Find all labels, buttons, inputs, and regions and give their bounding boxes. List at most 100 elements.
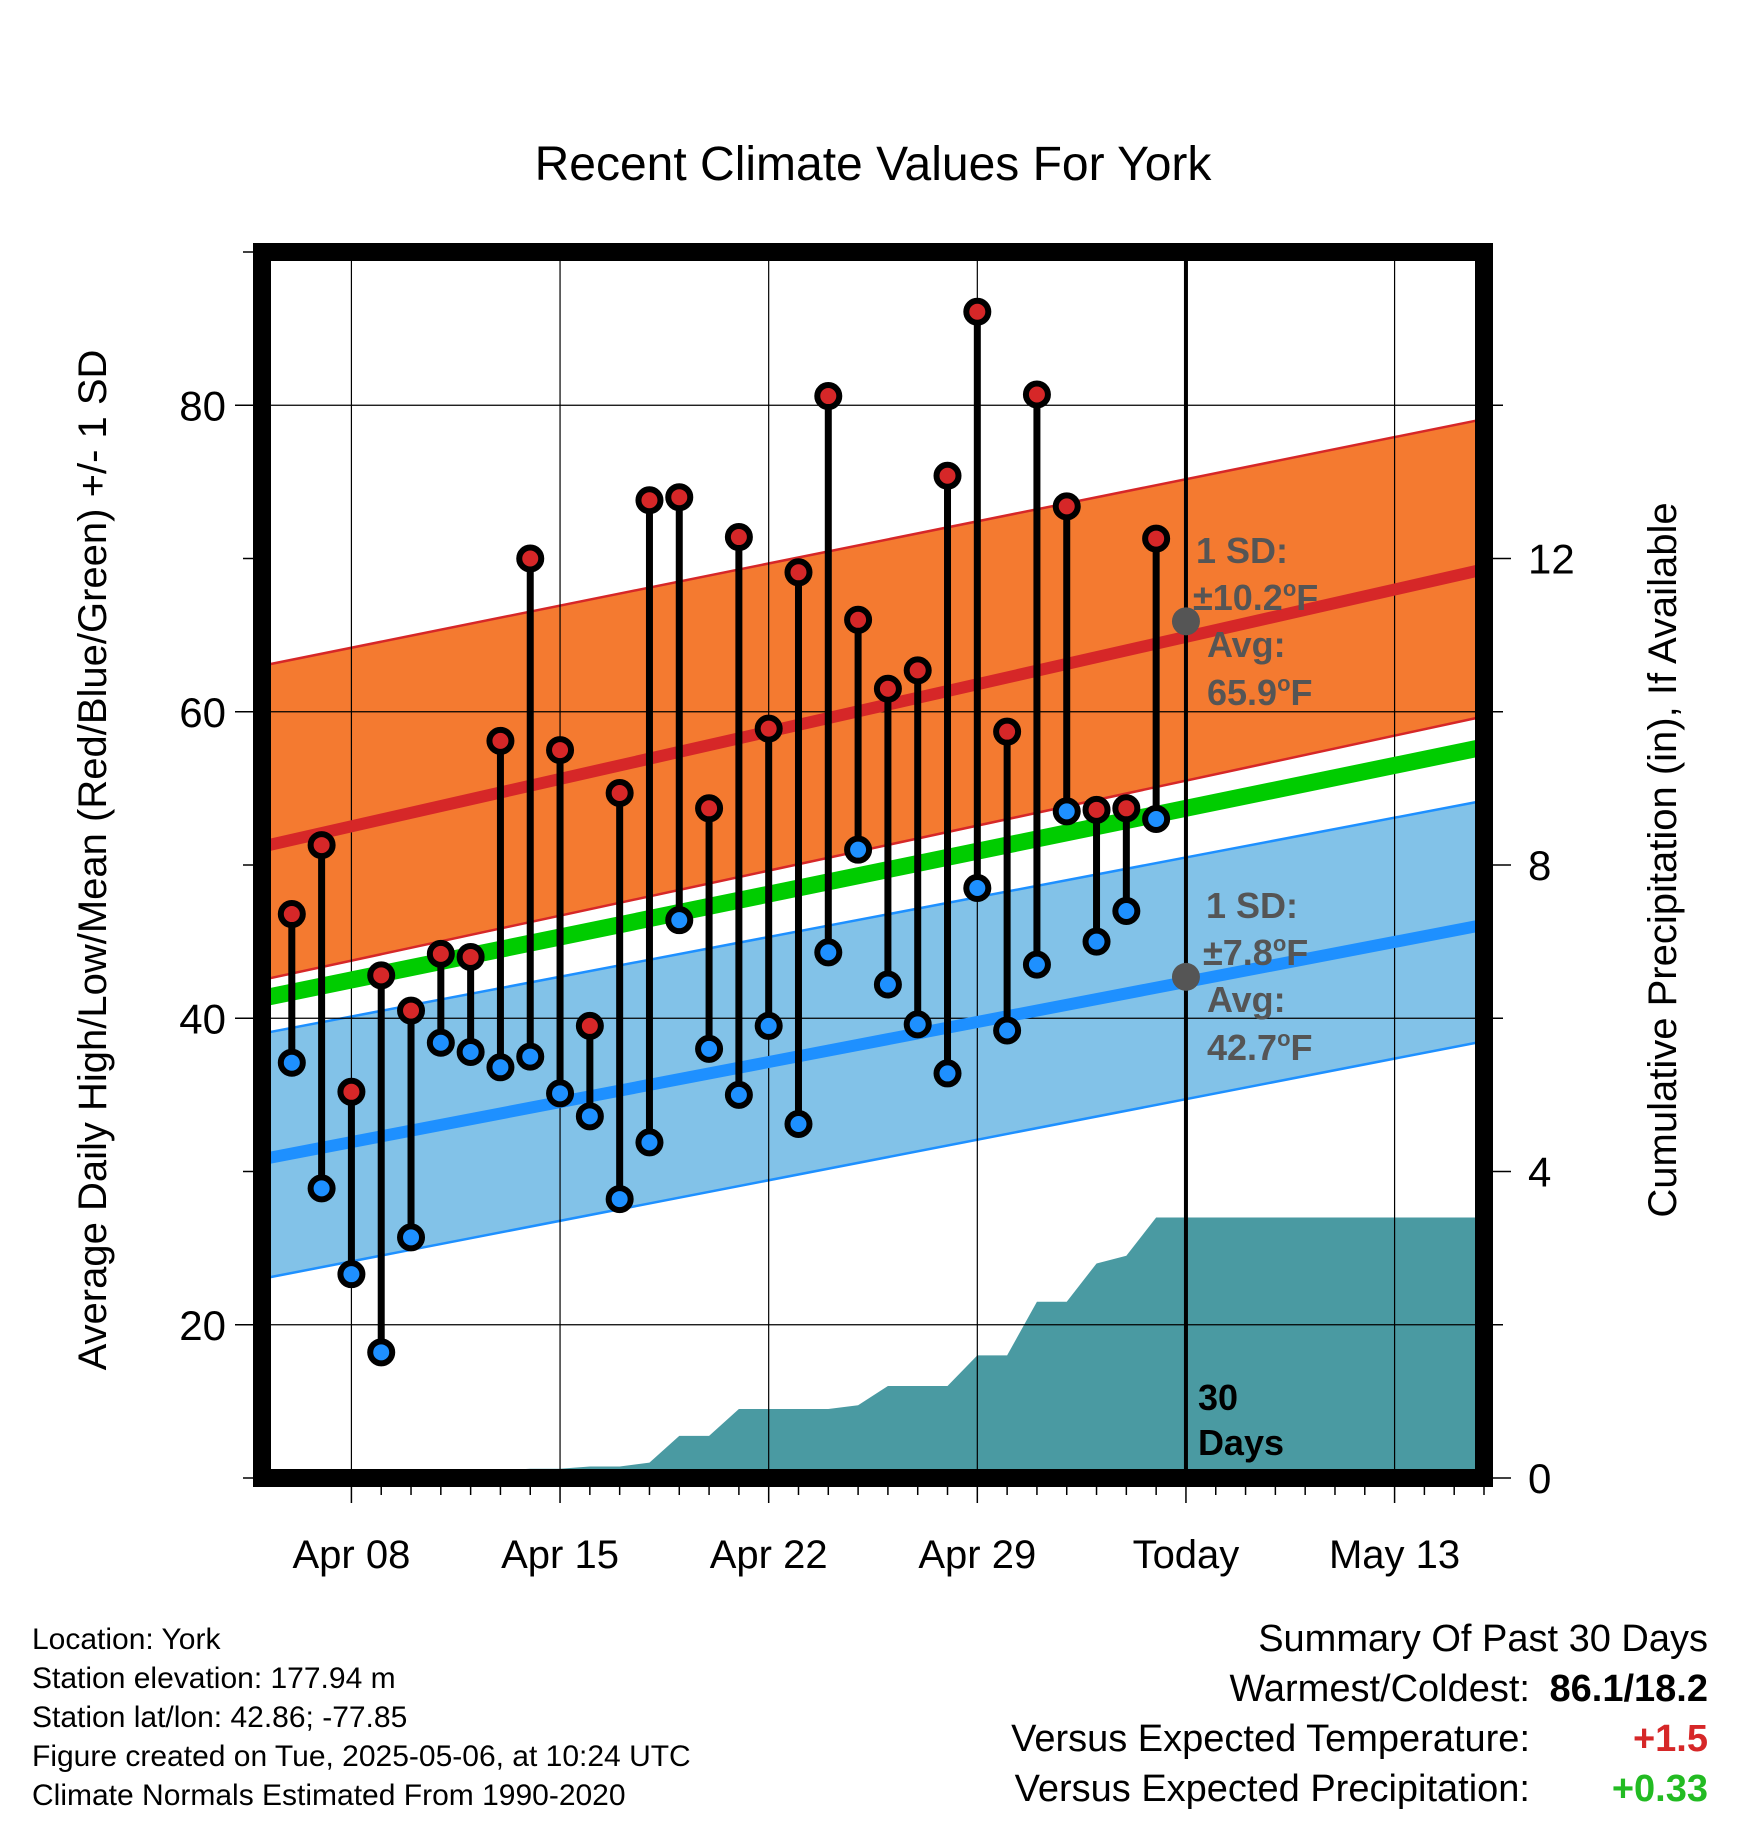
low-point bbox=[486, 1053, 515, 1082]
high-sd-label: 1 SD: bbox=[1196, 530, 1288, 571]
low-sd-band-upper-edge bbox=[261, 799, 1485, 1035]
high-sd-band bbox=[262, 419, 1484, 980]
precip-value: +0.33 bbox=[1611, 1768, 1708, 1810]
low-point bbox=[337, 1260, 366, 1289]
normals-text: Climate Normals Estimated From 1990-2020 bbox=[32, 1779, 626, 1812]
high-point bbox=[933, 461, 962, 490]
days-label-number: 30 bbox=[1198, 1377, 1238, 1418]
y2-tick-label: 12 bbox=[1528, 536, 1575, 583]
low-point bbox=[933, 1059, 962, 1088]
high-sd-band-lower-edge bbox=[261, 715, 1485, 982]
low-avg-label: Avg: bbox=[1207, 979, 1286, 1020]
y-tick-label: 80 bbox=[179, 382, 226, 429]
low-point bbox=[695, 1034, 724, 1063]
low-point bbox=[1142, 805, 1171, 834]
high-point bbox=[665, 483, 694, 512]
high-point bbox=[516, 544, 545, 573]
y-tick-label: 20 bbox=[179, 1302, 226, 1349]
low-point bbox=[546, 1079, 575, 1108]
low-point bbox=[1082, 927, 1111, 956]
high-point bbox=[784, 558, 813, 587]
y-axis-label: Average Daily High/Low/Mean (Red/Blue/Gr… bbox=[71, 350, 115, 1371]
summary-panel: Summary Of Past 30 Days Warmest/Coldest:… bbox=[1011, 1614, 1708, 1814]
low-point bbox=[963, 873, 992, 902]
high-point bbox=[695, 794, 724, 823]
low-sd-band-lower-edge bbox=[261, 1040, 1485, 1281]
summary-heading: Summary Of Past 30 Days bbox=[1258, 1618, 1708, 1660]
low-point bbox=[456, 1037, 485, 1066]
sd-annotations: 1 SD: ±10.2oF Avg: 65.9oF 1 SD: ±7.8oF Avg: 42.… bbox=[1193, 530, 1318, 1068]
high-point bbox=[635, 486, 664, 515]
plot-border bbox=[253, 243, 1493, 1487]
low-point bbox=[397, 1223, 426, 1252]
high-point bbox=[754, 714, 783, 743]
low-point bbox=[665, 906, 694, 935]
station-info: Location: York Station elevation: 177.94… bbox=[32, 1620, 691, 1815]
high-point bbox=[397, 996, 426, 1025]
high-point bbox=[486, 726, 515, 755]
daily-points bbox=[277, 297, 1171, 1367]
temp-value: +1.5 bbox=[1632, 1718, 1708, 1760]
low-point bbox=[605, 1185, 634, 1214]
latlon-text: Station lat/lon: 42.86; -77.85 bbox=[32, 1701, 408, 1734]
low-point bbox=[993, 1016, 1022, 1045]
low-average-marker bbox=[1171, 962, 1200, 991]
x-tick-label: Today bbox=[1133, 1533, 1240, 1577]
high-point bbox=[605, 778, 634, 807]
x-tick-label: Apr 15 bbox=[501, 1533, 619, 1577]
high-point bbox=[724, 523, 753, 552]
high-point bbox=[546, 736, 575, 765]
axis-ticks: 20 40 60 80 0 4 8 12 Apr 08 Apr 15 Apr 22 Apr 29 Tod… bbox=[179, 251, 1575, 1577]
high-point bbox=[1142, 524, 1171, 553]
axis-labels: Recent Climate Values For YorkDayAverage… bbox=[71, 138, 1685, 1371]
high-avg-value: 65.9oF bbox=[1207, 671, 1313, 713]
y2-axis-label: Cumulative Precipitation (in), If Availa… bbox=[1641, 502, 1685, 1217]
low-point bbox=[575, 1102, 604, 1131]
low-point bbox=[754, 1011, 783, 1040]
high-sd-value: ±10.2oF bbox=[1193, 576, 1318, 618]
high-average-marker bbox=[1171, 607, 1200, 636]
low-point bbox=[367, 1338, 396, 1367]
plot-frame bbox=[253, 243, 1493, 1487]
high-point bbox=[456, 942, 485, 971]
low-normal-line bbox=[260, 918, 1486, 1166]
x-tick-label: Apr 29 bbox=[918, 1533, 1036, 1577]
high-point bbox=[1112, 794, 1141, 823]
low-point bbox=[635, 1128, 664, 1157]
warmest-label: Warmest/Coldest: bbox=[1229, 1668, 1530, 1710]
high-point bbox=[337, 1077, 366, 1106]
elevation-text: Station elevation: 177.94 m bbox=[32, 1662, 396, 1695]
high-point bbox=[307, 831, 336, 860]
low-point bbox=[277, 1048, 306, 1077]
high-point bbox=[1052, 492, 1081, 521]
high-point bbox=[277, 900, 306, 929]
summary-precip-row: Versus Expected Precipitation: +0.33 bbox=[1011, 1764, 1708, 1814]
normal-bands bbox=[261, 417, 1485, 1281]
y2-tick-label: 8 bbox=[1528, 842, 1551, 889]
low-point bbox=[516, 1042, 545, 1071]
daily-range-stems bbox=[288, 311, 1160, 1353]
high-point bbox=[963, 297, 992, 326]
low-sd-value: ±7.8oF bbox=[1203, 931, 1308, 973]
precipitation-fill bbox=[291, 1217, 1484, 1478]
high-point bbox=[367, 961, 396, 990]
y-tick-label: 40 bbox=[179, 995, 226, 1042]
y2-tick-label: 4 bbox=[1528, 1149, 1551, 1196]
low-point bbox=[1112, 896, 1141, 925]
low-point bbox=[1052, 797, 1081, 826]
high-point bbox=[575, 1011, 604, 1040]
high-sd-band-upper-edge bbox=[261, 417, 1485, 668]
low-avg-value: 42.7oF bbox=[1207, 1026, 1313, 1068]
high-point bbox=[426, 939, 455, 968]
high-point bbox=[993, 717, 1022, 746]
low-point bbox=[1022, 950, 1051, 979]
low-point bbox=[724, 1080, 753, 1109]
low-point bbox=[903, 1010, 932, 1039]
chart-title: Recent Climate Values For York bbox=[535, 138, 1213, 191]
low-point bbox=[844, 835, 873, 864]
days-label-word: Days bbox=[1198, 1422, 1284, 1463]
y-tick-label: 60 bbox=[179, 689, 226, 736]
high-point bbox=[844, 605, 873, 634]
